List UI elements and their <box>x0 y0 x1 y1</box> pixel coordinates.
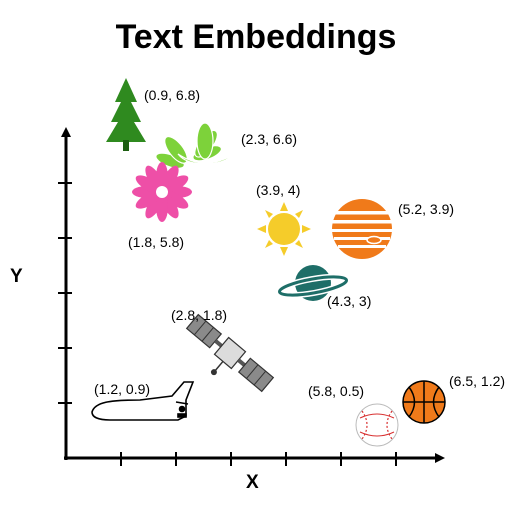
y-axis-label: Y <box>10 266 23 287</box>
x-axis-label: X <box>246 472 259 493</box>
y-ticks <box>58 182 72 404</box>
space-shuttle-icon <box>91 381 195 421</box>
lotus-icon <box>155 122 235 169</box>
pine-tree-icon <box>106 78 146 151</box>
point-label: (3.9, 4) <box>256 182 300 198</box>
chart-title: Text Embeddings <box>115 18 397 56</box>
jupiter-icon <box>332 199 392 259</box>
point-label: (5.2, 3.9) <box>398 201 454 217</box>
basketball-icon <box>402 380 446 424</box>
point-label: (2.3, 6.6) <box>241 131 297 147</box>
point-label: (1.2, 0.9) <box>94 381 150 397</box>
point-label: (2.8, 1.8) <box>171 307 227 323</box>
sun-icon <box>257 202 311 256</box>
point-label: (1.8, 5.8) <box>128 234 184 250</box>
point-label: (0.9, 6.8) <box>144 87 200 103</box>
baseball-icon <box>355 403 399 447</box>
point-label: (4.3, 3) <box>327 293 371 309</box>
satellite-icon <box>185 313 275 393</box>
flower-icon <box>132 162 192 222</box>
x-ticks <box>120 452 397 466</box>
saturn-icon <box>276 265 350 301</box>
point-label: (5.8, 0.5) <box>308 383 364 399</box>
point-label: (6.5, 1.2) <box>449 373 505 389</box>
